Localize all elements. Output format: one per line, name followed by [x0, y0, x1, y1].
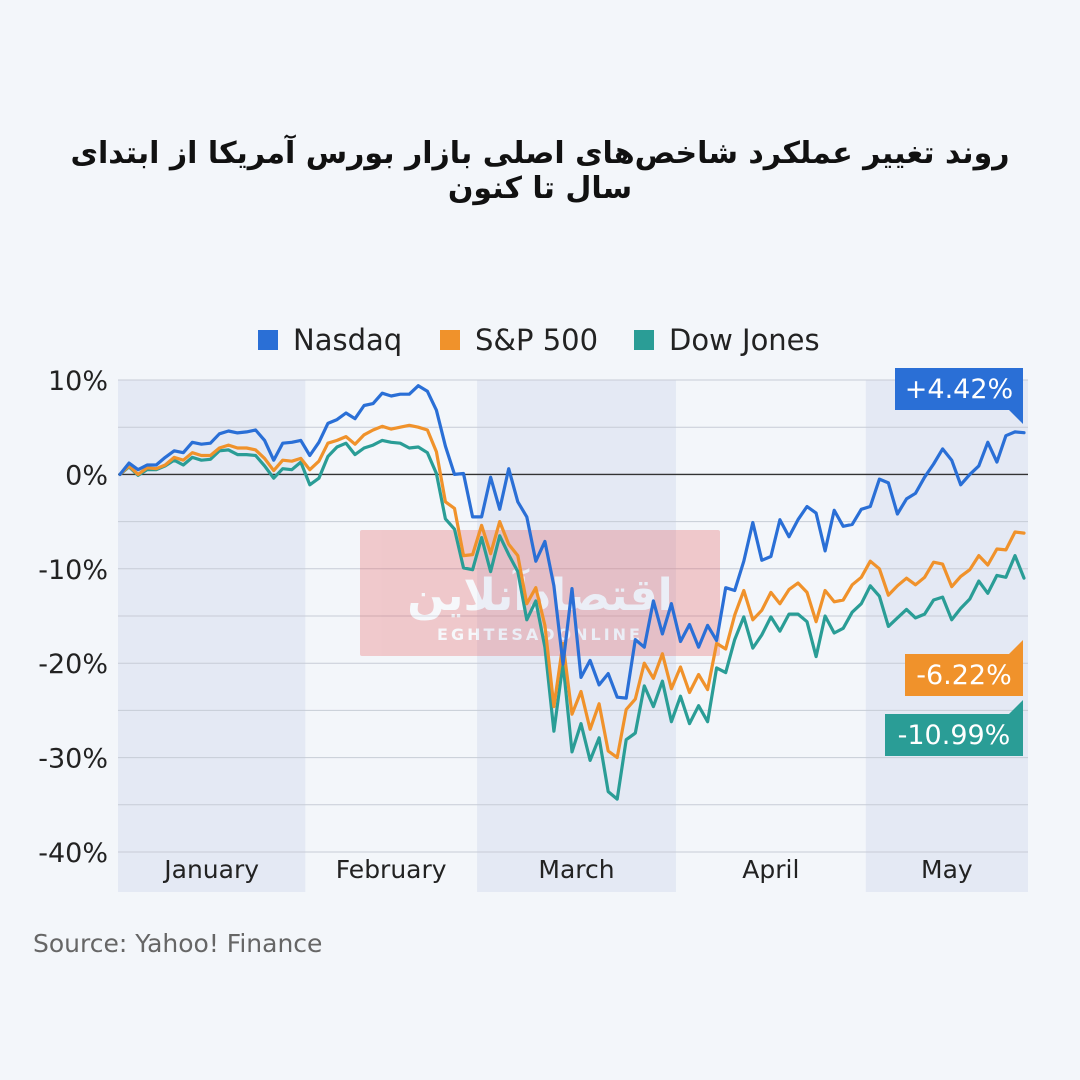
legend-label-dow-jones: Dow Jones	[669, 323, 820, 357]
x-tick-march: March	[538, 855, 614, 884]
callout-pointer-s-p-500	[1009, 640, 1023, 654]
watermark: اقتصادآنلاین EGHTESADONLINE	[360, 530, 720, 656]
x-axis-ticks: January February March April May	[162, 855, 973, 884]
series-lines	[118, 384, 1026, 801]
x-tick-may: May	[921, 855, 973, 884]
callout-value-nasdaq: +4.42%	[905, 374, 1013, 405]
legend-swatch-nasdaq	[258, 330, 278, 350]
callout-value-s-p-500: -6.22%	[916, 660, 1012, 691]
watermark-box	[360, 530, 720, 656]
y-tick-label: 10%	[48, 366, 108, 397]
callout-nasdaq: +4.42%	[895, 368, 1023, 424]
callout-s-p-500: -6.22%	[905, 640, 1023, 696]
grid-lines	[118, 379, 1028, 853]
series-line-s-p-500	[118, 423, 1026, 760]
callout-box-s-p-500	[905, 654, 1023, 696]
y-axis-ticks: 10% 0% -10% -20% -30% -40%	[38, 366, 108, 869]
y-tick-label: -30%	[38, 744, 108, 775]
legend: Nasdaq S&P 500 Dow Jones	[258, 323, 820, 357]
series-line-nasdaq	[118, 384, 1026, 700]
legend-label-s-p-500: S&P 500	[475, 323, 598, 357]
y-tick-label: 0%	[65, 460, 108, 491]
x-tick-february: February	[336, 855, 447, 884]
callout-dow-jones: -10.99%	[885, 700, 1023, 756]
callout-box-dow-jones	[885, 714, 1023, 756]
series-line-dow-jones	[118, 438, 1026, 801]
source-note: Source: Yahoo! Finance	[33, 929, 323, 958]
watermark-logo-text: اقتصادآنلاین	[407, 567, 672, 621]
y-tick-label: -20%	[38, 649, 108, 680]
callout-box-nasdaq	[895, 368, 1023, 410]
y-tick-label: -40%	[38, 838, 108, 869]
x-tick-april: April	[742, 855, 799, 884]
y-tick-label: -10%	[38, 555, 108, 586]
legend-swatch-s-p-500	[440, 330, 460, 350]
legend-label-nasdaq: Nasdaq	[293, 323, 402, 357]
watermark-sub-text: EGHTESADONLINE	[437, 625, 643, 644]
callout-pointer-dow-jones	[1009, 700, 1023, 714]
end-value-callouts: +4.42% -6.22% -10.99%	[885, 368, 1023, 756]
x-tick-january: January	[162, 855, 259, 884]
callout-value-dow-jones: -10.99%	[898, 720, 1011, 751]
month-band-may	[865, 380, 1028, 892]
callout-pointer-nasdaq	[1009, 410, 1023, 424]
chart-title: روند تغییر عملکرد شاخص‌های اصلی بازار بو…	[70, 136, 1010, 206]
legend-swatch-dow-jones	[634, 330, 654, 350]
